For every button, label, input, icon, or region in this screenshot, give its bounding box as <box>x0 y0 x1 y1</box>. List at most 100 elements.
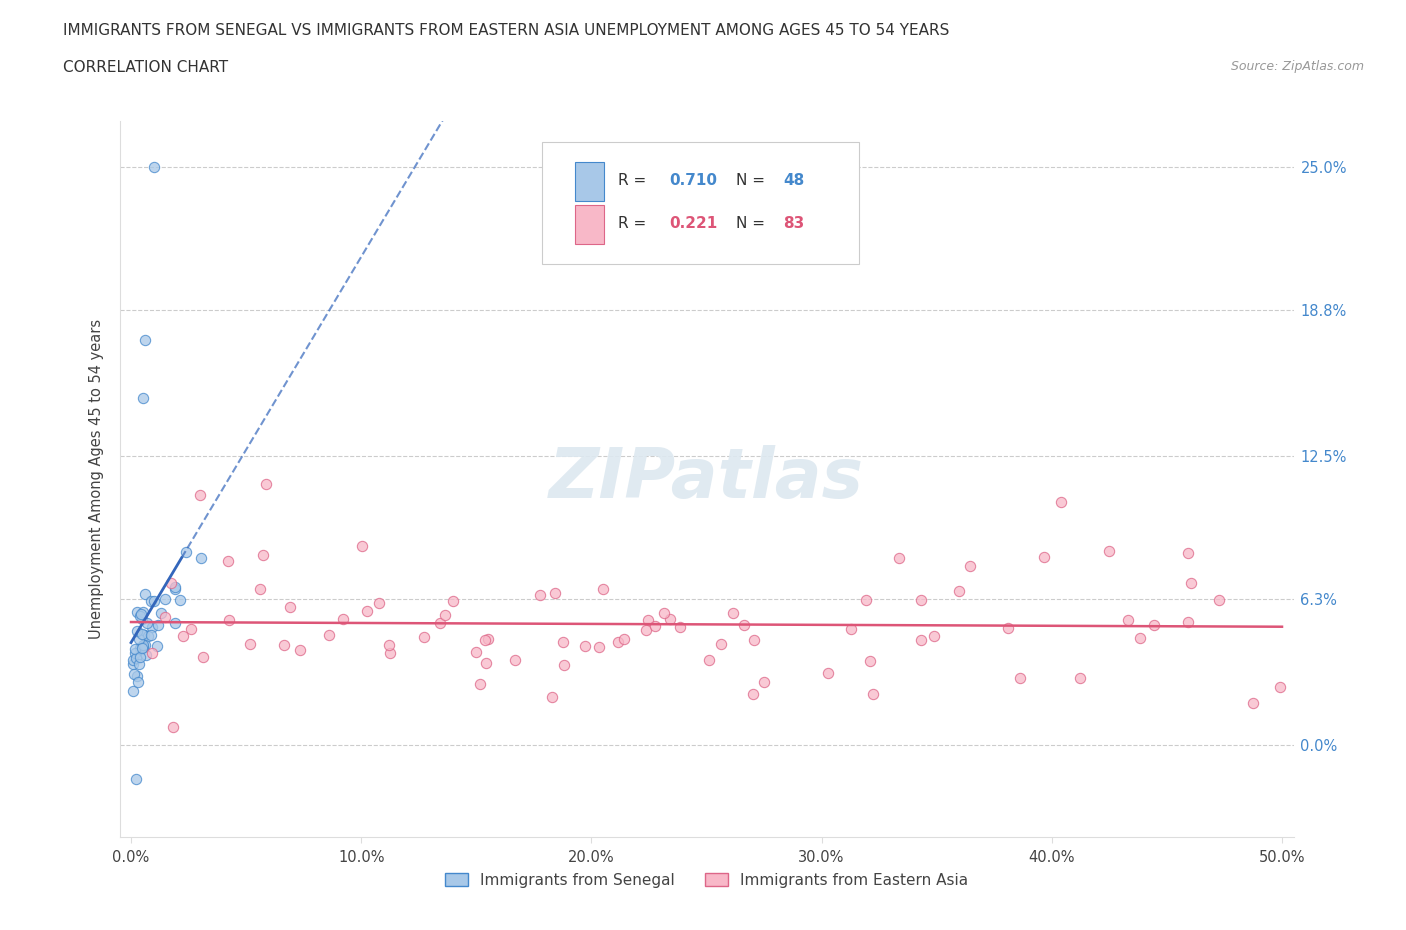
Point <box>862 686 884 701</box>
Point <box>190 551 212 565</box>
Text: 48: 48 <box>783 173 804 188</box>
Point <box>122 652 145 667</box>
Point <box>464 644 486 659</box>
Point <box>127 669 149 684</box>
Point <box>160 576 183 591</box>
Point <box>1180 576 1202 591</box>
Point <box>165 582 187 597</box>
Point <box>378 645 401 660</box>
Point <box>131 640 153 655</box>
Point <box>122 657 145 671</box>
Point <box>1129 631 1152 645</box>
Point <box>153 591 176 606</box>
Text: IMMIGRANTS FROM SENEGAL VS IMMIGRANTS FROM EASTERN ASIA UNEMPLOYMENT AMONG AGES : IMMIGRANTS FROM SENEGAL VS IMMIGRANTS FR… <box>63 23 949 38</box>
Point <box>1143 618 1166 632</box>
Point <box>503 653 526 668</box>
Point <box>592 581 614 596</box>
Text: R =: R = <box>619 216 651 231</box>
Point <box>910 592 932 607</box>
Point <box>128 631 150 646</box>
Point <box>922 629 945 644</box>
Point <box>125 604 148 619</box>
Point <box>889 551 911 565</box>
Point <box>273 637 295 652</box>
Point <box>254 476 277 491</box>
Point <box>141 593 163 608</box>
Text: 0.221: 0.221 <box>669 216 717 231</box>
Point <box>191 650 214 665</box>
Point <box>1098 544 1121 559</box>
Point <box>434 607 457 622</box>
Point <box>124 645 146 660</box>
Point <box>172 629 194 644</box>
Text: Source: ZipAtlas.com: Source: ZipAtlas.com <box>1230 60 1364 73</box>
Point <box>155 610 177 625</box>
Text: CORRELATION CHART: CORRELATION CHART <box>63 60 228 75</box>
Legend: Immigrants from Senegal, Immigrants from Eastern Asia: Immigrants from Senegal, Immigrants from… <box>439 867 974 894</box>
Point <box>474 632 496 647</box>
Point <box>637 613 659 628</box>
Point <box>132 628 155 643</box>
Point <box>169 592 191 607</box>
Text: R =: R = <box>619 173 651 188</box>
Point <box>959 558 981 573</box>
Point <box>252 548 274 563</box>
Point <box>136 629 159 644</box>
Point <box>239 636 262 651</box>
Point <box>754 674 776 689</box>
Point <box>128 649 150 664</box>
Point <box>129 606 152 621</box>
Point <box>588 640 610 655</box>
Point <box>668 619 690 634</box>
Point <box>132 638 155 653</box>
Point <box>733 618 755 632</box>
Point <box>143 593 166 608</box>
Point <box>699 653 721 668</box>
Point <box>1208 592 1230 607</box>
Text: 0.710: 0.710 <box>669 173 717 188</box>
Point <box>165 615 187 630</box>
Point <box>128 608 150 623</box>
Point <box>278 600 301 615</box>
Point <box>858 654 880 669</box>
FancyBboxPatch shape <box>575 205 605 244</box>
Point <box>125 650 148 665</box>
Text: 83: 83 <box>783 216 804 231</box>
Y-axis label: Unemployment Among Ages 45 to 54 years: Unemployment Among Ages 45 to 54 years <box>89 319 104 639</box>
Point <box>122 684 145 698</box>
Point <box>132 604 155 619</box>
Point <box>477 631 499 646</box>
Point <box>124 772 146 787</box>
Text: N =: N = <box>735 173 769 188</box>
Point <box>134 333 156 348</box>
Point <box>1069 671 1091 685</box>
Point <box>1177 545 1199 560</box>
Point <box>127 675 149 690</box>
FancyBboxPatch shape <box>543 142 859 264</box>
Point <box>475 656 498 671</box>
Point <box>180 621 202 636</box>
Point <box>544 585 567 600</box>
Point <box>540 689 562 704</box>
Point <box>659 612 682 627</box>
Point <box>839 621 862 636</box>
Point <box>1050 495 1073 510</box>
Point <box>218 613 240 628</box>
Point <box>135 647 157 662</box>
Point <box>441 593 464 608</box>
Point <box>188 487 211 502</box>
Point <box>644 618 666 633</box>
Point <box>135 616 157 631</box>
Point <box>997 620 1019 635</box>
Point <box>150 605 173 620</box>
Point <box>710 636 733 651</box>
Point <box>652 605 675 620</box>
Point <box>134 587 156 602</box>
Point <box>1177 615 1199 630</box>
Point <box>134 637 156 652</box>
Point <box>146 618 169 632</box>
FancyBboxPatch shape <box>575 162 605 201</box>
Point <box>131 391 153 405</box>
Point <box>634 623 657 638</box>
Point <box>553 658 575 672</box>
